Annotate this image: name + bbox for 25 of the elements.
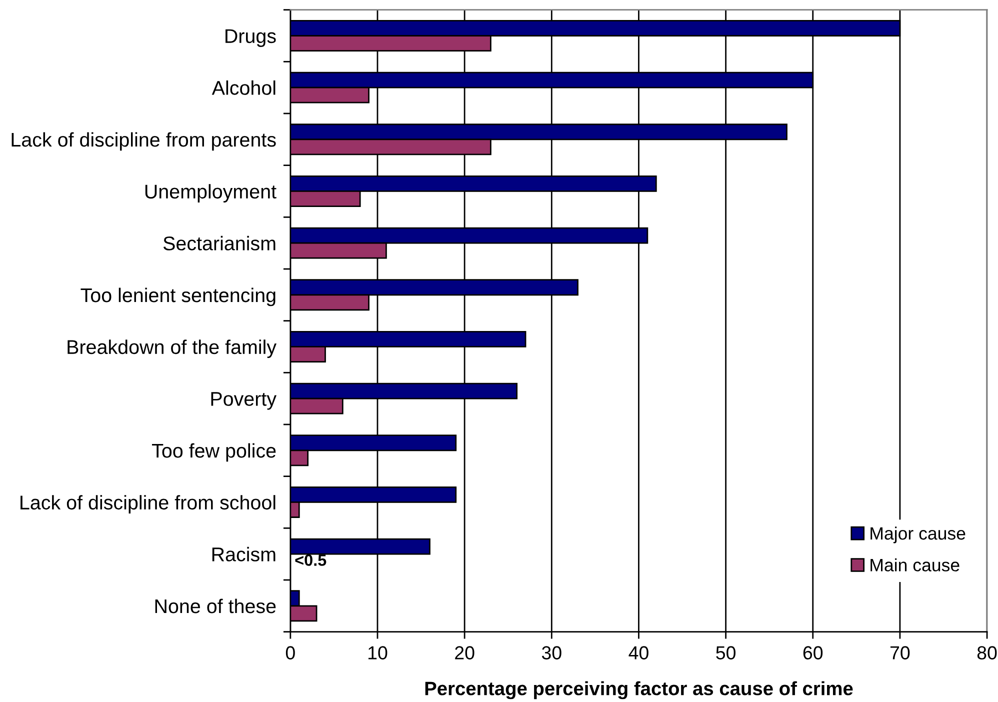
y-tick-label: Drugs (226, 29, 276, 47)
x-tick-label: 40 (628, 646, 648, 660)
x-tick-label: 50 (716, 646, 736, 660)
y-tick-label: Too few police (152, 443, 276, 462)
x-tick-label: 70 (890, 646, 910, 660)
y-tick-label: Sectarianism (163, 236, 276, 250)
y-tick-label: Poverty (211, 392, 276, 410)
y-tick-label: Lack of discipline from school (20, 495, 276, 514)
x-tick-label: 80 (977, 646, 997, 660)
x-axis-title: Percentage perceiving factor as cause of crime (425, 681, 853, 700)
legend-label: Main cause (870, 558, 960, 572)
y-tick-label: Alcohol (212, 80, 276, 95)
x-tick-label: 60 (803, 646, 823, 660)
data-label: <0.5 (295, 554, 326, 566)
x-tick-label: 30 (542, 646, 562, 660)
y-tick-label: Too lenient sentencing (80, 288, 276, 306)
y-tick-label: Breakdown of the family (68, 340, 277, 358)
x-tick-label: 0 (286, 646, 295, 660)
y-tick-label: Racism (212, 546, 276, 562)
y-tick-label: Lack of discipline from parents (12, 132, 276, 151)
x-tick-label: 10 (368, 646, 388, 660)
x-tick-label: 20 (455, 646, 474, 660)
y-tick-label: None of these (155, 598, 276, 614)
y-tick-label: Unemployment (145, 184, 276, 202)
legend-label: Major cause (870, 526, 966, 544)
